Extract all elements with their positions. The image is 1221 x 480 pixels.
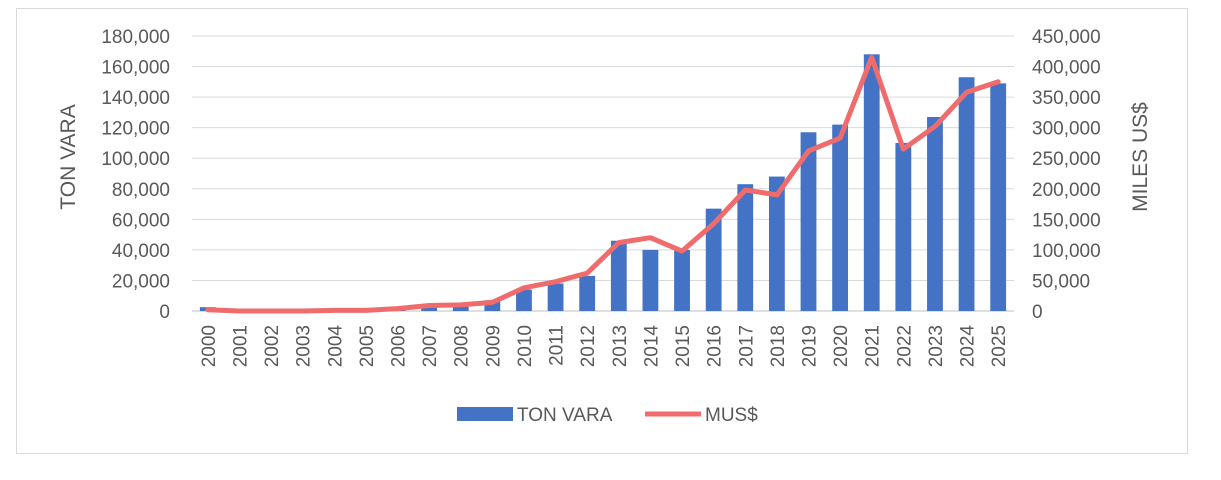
x-tick-label: 2003	[294, 325, 315, 367]
left-tick-label: 180,000	[101, 27, 170, 48]
bar-2019	[800, 132, 817, 311]
x-tick-label: 2010	[515, 325, 536, 367]
x-tick-label: 2013	[610, 325, 631, 367]
bar-2025	[990, 83, 1007, 311]
right-tick-label: 50,000	[1032, 271, 1090, 292]
mus-line	[205, 54, 1001, 314]
left-tick-label: 120,000	[101, 119, 170, 140]
bar-2016	[705, 208, 722, 311]
legend-label-ton-vara: TON VARA	[517, 405, 613, 426]
x-tick-label: 2022	[894, 325, 915, 367]
left-tick-label: 100,000	[101, 149, 170, 170]
x-tick-label: 2005	[357, 325, 378, 367]
bar-2024	[958, 77, 975, 311]
right-tick-label: 0	[1032, 302, 1043, 323]
x-tick-label: 2001	[230, 325, 251, 367]
x-tick-label: 2018	[768, 325, 789, 367]
left-tick-label: 160,000	[101, 58, 170, 79]
line-series-mus	[205, 54, 1001, 314]
left-tick-label: 80,000	[112, 180, 170, 201]
chart-frame: 0 20,000 40,000 60,000 80,000 100,000 120,000 1…	[16, 8, 1188, 454]
x-tick-label: 2006	[389, 325, 410, 367]
right-axis-ticks: 0 50,000 100,000 150,000 200,000 250,000 300,0…	[1032, 27, 1101, 323]
x-tick-label: 2004	[325, 325, 346, 368]
right-tick-label: 450,000	[1032, 27, 1101, 48]
bar-2017	[737, 184, 754, 311]
left-tick-label: 60,000	[112, 210, 170, 231]
right-tick-label: 400,000	[1032, 58, 1101, 79]
left-tick-label: 40,000	[112, 241, 170, 262]
bar-2015	[674, 249, 690, 311]
x-axis-ticks: 2000 2001 2002 2003 2004 2005 2006 2007 2008 2009…	[199, 325, 1010, 368]
x-tick-label: 2021	[863, 325, 884, 367]
right-tick-label: 350,000	[1032, 88, 1101, 109]
x-tick-label: 2011	[547, 325, 568, 366]
x-tick-label: 2016	[705, 325, 726, 367]
x-tick-label: 2012	[578, 325, 599, 367]
left-axis-ticks: 0 20,000 40,000 60,000 80,000 100,000 120,000 1…	[101, 27, 170, 323]
x-tick-label: 2009	[483, 325, 504, 367]
x-tick-label: 2007	[420, 325, 441, 367]
bar-2011	[547, 283, 564, 311]
legend-swatch-ton-vara	[457, 407, 513, 421]
bar-2014	[642, 249, 659, 311]
left-tick-label: 0	[159, 302, 170, 323]
x-tick-label: 2008	[452, 325, 473, 367]
legend-label-mus: MUS$	[705, 405, 758, 426]
x-tick-label: 2020	[831, 325, 852, 367]
bar-2009	[484, 300, 501, 311]
left-tick-label: 140,000	[101, 88, 170, 109]
bar-2012	[579, 275, 596, 311]
bar-2020	[832, 124, 849, 311]
right-tick-label: 200,000	[1032, 180, 1101, 201]
x-tick-label: 2000	[199, 325, 220, 367]
right-tick-label: 100,000	[1032, 241, 1101, 262]
right-tick-label: 150,000	[1032, 210, 1101, 231]
x-tick-label: 2017	[736, 325, 757, 367]
x-tick-label: 2025	[989, 325, 1010, 367]
bar-2023	[927, 116, 943, 311]
x-tick-label: 2019	[800, 325, 821, 367]
right-tick-label: 250,000	[1032, 149, 1101, 170]
gridlines	[192, 35, 1014, 312]
legend: TON VARA MUS$	[457, 405, 758, 426]
x-tick-label: 2002	[262, 325, 283, 367]
bar-2018	[768, 176, 785, 311]
x-tick-label: 2024	[958, 325, 979, 368]
left-axis-title: TON VARA	[57, 104, 80, 209]
bar-2021	[863, 54, 880, 311]
left-tick-label: 20,000	[112, 271, 170, 292]
right-tick-label: 300,000	[1032, 119, 1101, 140]
x-tick-label: 2023	[926, 325, 947, 367]
right-axis-title: MILES US$	[1129, 102, 1152, 212]
bar-2022	[895, 142, 912, 311]
bar-2010	[516, 289, 532, 311]
x-tick-label: 2014	[641, 325, 662, 368]
x-tick-label: 2015	[673, 325, 694, 367]
bar-2013	[610, 240, 627, 311]
combo-chart: 0 20,000 40,000 60,000 80,000 100,000 120,000 1…	[57, 27, 1152, 426]
